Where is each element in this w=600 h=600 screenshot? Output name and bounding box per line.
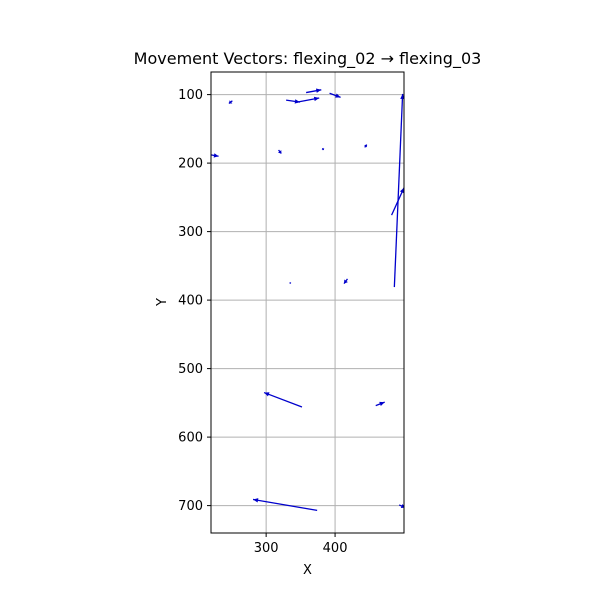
y-tick-label: 700 [178,499,203,514]
y-tick-label: 600 [178,431,203,446]
movement-vector [343,278,349,285]
movement-vector [211,153,219,158]
chart-title: Movement Vectors: flexing_02 → flexing_0… [134,49,482,69]
movement-vector [321,147,325,151]
vector-shaft [252,498,318,512]
grid-lines [211,72,404,533]
vector-arrowhead [264,392,270,397]
vector-arrowhead [213,153,219,158]
vector-arrowhead [400,504,404,509]
vector-arrowhead [344,279,348,284]
vector-arrowhead [315,88,322,93]
vector-arrowhead [321,148,325,151]
plot-frame [210,71,405,534]
movement-vector [391,187,404,216]
y-tick-label: 500 [178,362,203,377]
movement-vector [289,282,292,284]
vector-shaft [391,187,404,216]
x-axis-label: X [303,563,312,578]
movement-vector [398,504,404,509]
vector-arrowhead [364,144,367,148]
movement-vector [306,88,322,94]
y-tick-label: 400 [178,294,203,309]
vector-arrowhead [228,100,233,104]
movement-vector [263,391,303,408]
movement-vector [393,93,404,288]
vector-arrowhead [278,150,282,154]
movement-vector [375,401,385,407]
y-tick-label: 300 [178,225,203,240]
movement-vector [329,92,341,98]
vector-arrowhead [379,401,385,407]
vector-arrowhead [335,93,341,98]
x-tick-label: 300 [254,541,279,556]
vector-shaft [393,93,404,288]
y-tick-label: 200 [178,157,203,172]
vector-arrowhead [400,93,404,99]
movement-vector [252,498,318,512]
y-axis-label: Y [155,298,170,307]
vector-arrowhead [313,96,320,102]
vector-arrowhead [399,187,404,194]
movement-vector [364,144,368,148]
vector-arrowhead [253,498,259,503]
movement-vector [297,96,320,103]
vector-shaft [263,391,303,408]
vector-series [211,88,404,512]
axis-ticks: 300 400 100 200 300 400 500 600 700 [178,88,347,556]
y-tick-label: 100 [178,88,203,103]
x-tick-label: 400 [323,541,348,556]
movement-vector [228,100,233,105]
vector-arrowhead [289,282,292,284]
movement-vector [278,149,282,154]
